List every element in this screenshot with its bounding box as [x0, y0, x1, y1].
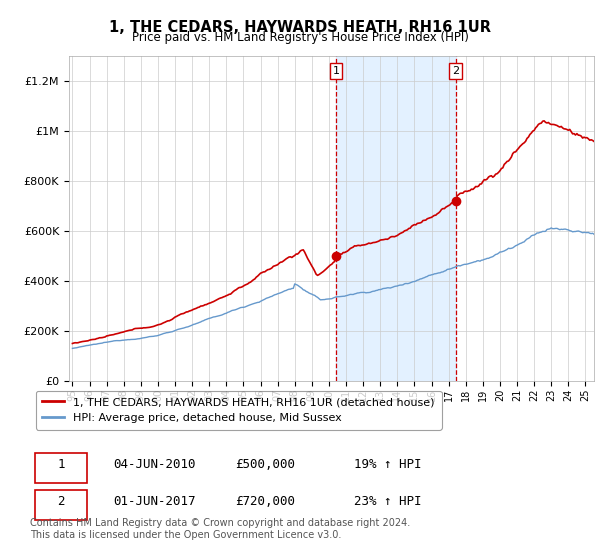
- Text: £720,000: £720,000: [235, 496, 295, 508]
- Legend: 1, THE CEDARS, HAYWARDS HEATH, RH16 1UR (detached house), HPI: Average price, de: 1, THE CEDARS, HAYWARDS HEATH, RH16 1UR …: [35, 391, 442, 430]
- Text: 1: 1: [332, 66, 340, 76]
- Text: 1: 1: [58, 458, 65, 471]
- FancyBboxPatch shape: [35, 453, 86, 483]
- Text: 01-JUN-2017: 01-JUN-2017: [114, 496, 196, 508]
- Text: £500,000: £500,000: [235, 458, 295, 471]
- Text: 23% ↑ HPI: 23% ↑ HPI: [354, 496, 421, 508]
- Text: Contains HM Land Registry data © Crown copyright and database right 2024.
This d: Contains HM Land Registry data © Crown c…: [30, 518, 410, 540]
- Text: Price paid vs. HM Land Registry's House Price Index (HPI): Price paid vs. HM Land Registry's House …: [131, 31, 469, 44]
- FancyBboxPatch shape: [35, 491, 86, 520]
- Text: 2: 2: [58, 496, 65, 508]
- Text: 19% ↑ HPI: 19% ↑ HPI: [354, 458, 421, 471]
- Text: 1, THE CEDARS, HAYWARDS HEATH, RH16 1UR: 1, THE CEDARS, HAYWARDS HEATH, RH16 1UR: [109, 20, 491, 35]
- Bar: [336, 56, 456, 381]
- Text: 04-JUN-2010: 04-JUN-2010: [114, 458, 196, 471]
- Text: 2: 2: [452, 66, 460, 76]
